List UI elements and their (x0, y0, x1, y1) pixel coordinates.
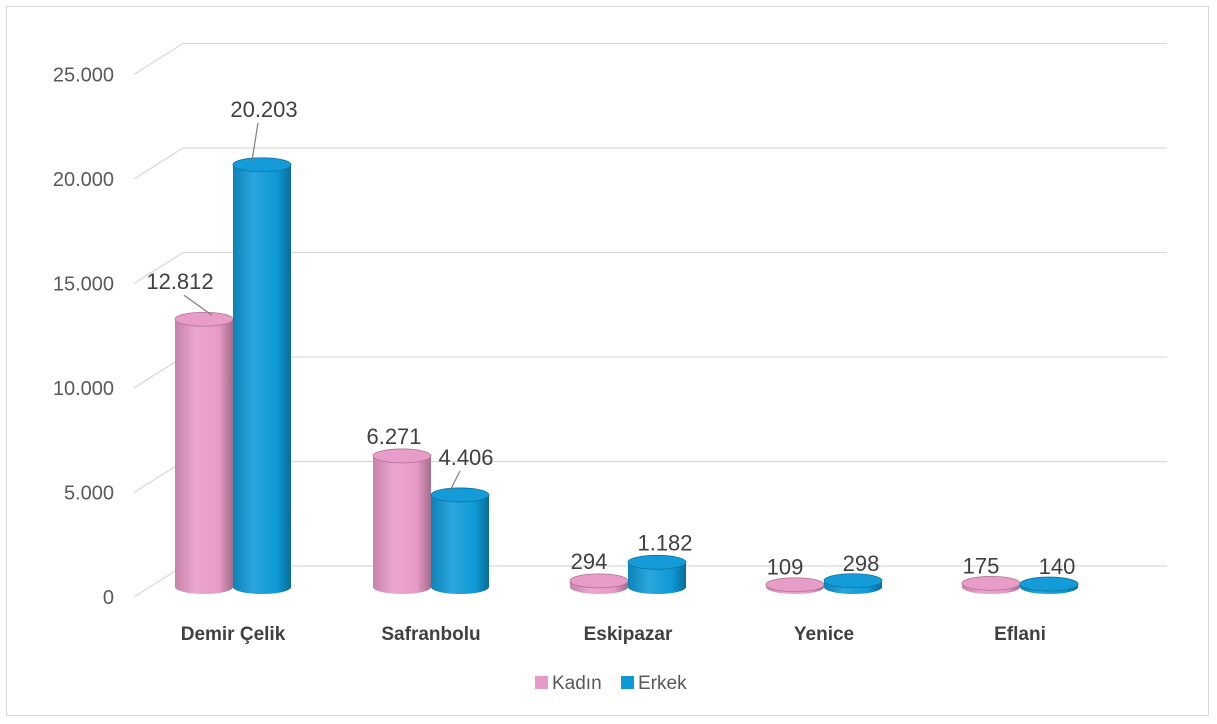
bar-body (628, 562, 686, 594)
y-axis-ticks: 0 5.000 10.000 15.000 20.000 25.000 (53, 65, 114, 610)
bars (174, 157, 1079, 594)
bar-kadın-4 (765, 577, 825, 594)
bar-erkek-4 (823, 573, 883, 594)
data-label: 1.182 (637, 530, 692, 555)
bar-top (823, 573, 883, 589)
y-tick-label: 0 (103, 587, 114, 609)
category-label: Eflani (994, 624, 1046, 645)
bar-erkek-3 (627, 554, 687, 594)
bar-kadın-3 (569, 573, 629, 594)
gridline-depth (133, 42, 184, 76)
data-label: 109 (767, 555, 804, 580)
bar-top (232, 157, 292, 173)
chart-frame: 0 5.000 10.000 15.000 20.000 25.000 12.812 20.… (6, 6, 1209, 716)
y-tick-label: 20.000 (53, 169, 114, 191)
bar-top (430, 487, 490, 503)
legend-swatch (535, 676, 548, 689)
legend-label: Kadın (552, 673, 602, 694)
bar-top (569, 573, 629, 589)
data-label: 175 (963, 553, 1000, 578)
gridline-depth (133, 251, 184, 285)
bar-top (765, 577, 825, 593)
data-label: 294 (571, 549, 608, 574)
legend-item-erkek: Erkek (621, 673, 687, 694)
bar-top (627, 554, 687, 570)
gridline-depth (133, 460, 184, 494)
bar-body (233, 164, 291, 594)
data-label: 12.812 (146, 269, 213, 294)
data-label: 20.203 (230, 97, 297, 122)
y-tick-label: 25.000 (53, 65, 114, 87)
bar-kadın-5 (961, 575, 1021, 594)
gridline-depth (133, 565, 184, 598)
bar-top (372, 448, 432, 464)
bar-top (174, 311, 234, 327)
data-label: 298 (843, 551, 880, 576)
bar-top (961, 575, 1021, 591)
bar-top (1019, 576, 1079, 592)
legend-swatch (621, 676, 634, 689)
chart-svg: 0 5.000 10.000 15.000 20.000 25.000 12.812 20.… (53, 42, 1167, 694)
category-label: Safranbolu (381, 624, 480, 645)
leader-line (251, 122, 259, 161)
bar-body (175, 319, 233, 594)
y-tick-label: 10.000 (53, 378, 114, 400)
bar-kadın-2 (372, 448, 432, 594)
bar-body (373, 455, 431, 594)
y-tick-label: 15.000 (53, 274, 114, 296)
gridlines (133, 42, 1167, 598)
legend-item-kadın: Kadın (535, 673, 602, 694)
y-tick-label: 5.000 (64, 483, 114, 505)
category-label: Eskipazar (584, 624, 673, 645)
data-label: 140 (1039, 554, 1076, 579)
gridline-depth (133, 356, 184, 389)
bar-kadın-1 (174, 311, 234, 594)
leader-line (449, 470, 461, 492)
gridline-depth (133, 147, 184, 180)
data-label: 4.406 (438, 445, 493, 470)
category-label: Demir Çelik (181, 624, 286, 645)
leader-line (183, 294, 213, 316)
data-labels: 12.812 20.203 6.271 4.406 294 1.182 109 298 175 1… (146, 97, 1075, 580)
x-axis-categories: Demir Çelik Safranbolu Eskipazar Yenice Efla… (181, 624, 1046, 645)
legend-label: Erkek (638, 673, 687, 694)
category-label: Yenice (794, 624, 854, 645)
bar-erkek-2 (430, 487, 490, 594)
bar-body (431, 494, 489, 594)
legend: Kadın Erkek (535, 673, 687, 694)
bar-erkek-5 (1019, 576, 1079, 594)
bar-erkek-1 (232, 157, 292, 594)
data-label: 6.271 (366, 424, 421, 449)
